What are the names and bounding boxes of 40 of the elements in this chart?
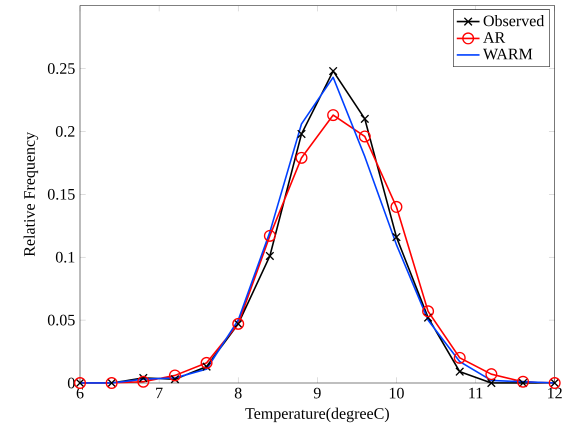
point: [424, 313, 433, 322]
legend-label: AR: [483, 32, 506, 43]
point: [200, 356, 213, 369]
point: [360, 114, 370, 124]
y-tick-label: 0.15: [48, 188, 75, 200]
point: [485, 368, 498, 380]
x-tick-label: 12: [548, 388, 562, 398]
point: [137, 376, 150, 388]
y-tick-label: 0.2: [56, 126, 74, 137]
point: [296, 152, 308, 164]
x-tick-label: 8: [234, 388, 242, 398]
y-tick-label: 0.1: [56, 252, 74, 263]
point: [327, 109, 340, 122]
legend-label: Observed: [484, 15, 544, 26]
point: [138, 374, 148, 382]
point: [422, 305, 434, 318]
y-axis-title: Relative Frequency: [24, 132, 38, 256]
point: [170, 374, 180, 384]
point: [455, 367, 464, 376]
y-tick-label: 0: [68, 378, 75, 388]
x-axis-title: Temperature(degreeC): [245, 408, 389, 422]
point: [328, 66, 338, 76]
y-tick-label: 0.25: [48, 63, 75, 74]
point: [264, 230, 276, 242]
x-tick-label: 7: [156, 388, 163, 398]
point: [202, 362, 212, 372]
x-tick-label: 10: [390, 388, 404, 398]
x-tick-label: 9: [314, 388, 321, 398]
point: [168, 369, 181, 382]
point: [486, 378, 496, 388]
x-tick-label: 11: [469, 388, 482, 398]
point: [392, 232, 401, 242]
point: [390, 200, 402, 213]
point: [297, 130, 306, 138]
point: [265, 252, 274, 260]
y-tick-label: 0.05: [48, 314, 75, 326]
point: [454, 352, 466, 364]
point: [358, 130, 371, 142]
legend-label: WARM: [483, 48, 532, 60]
point: [517, 376, 530, 388]
